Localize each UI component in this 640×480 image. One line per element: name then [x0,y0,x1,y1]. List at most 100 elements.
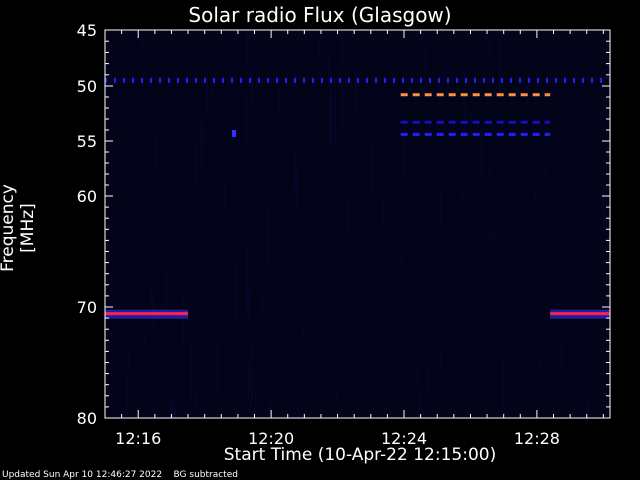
noise-streak [235,264,236,320]
noise-streak [144,334,145,348]
noise-streak [582,120,583,126]
noise-streak [166,271,167,311]
noise-streak [201,122,202,167]
noise-streak [588,400,589,418]
noise-streak [191,345,192,404]
noise-streak [533,147,534,157]
noise-streak [128,349,129,372]
noise-streak [255,394,256,418]
noise-streak [501,157,502,220]
noise-streak [578,281,579,302]
noise-streak [544,166,545,174]
noise-streak [174,397,175,418]
x-axis-label: Start Time (10-Apr-22 12:15:00) [0,445,640,465]
noise-streak [470,114,471,141]
noise-streak [357,180,358,229]
y-tick-label: 55 [77,132,97,151]
noise-streak [335,78,336,140]
noise-streak [372,139,373,191]
noise-streak [206,86,207,101]
noise-streak [418,183,419,241]
noise-streak [417,362,418,387]
noise-streak [303,328,304,342]
noise-streak [351,83,352,90]
noise-streak [251,68,252,84]
y-axis-label: Frequency [MHz] [0,168,38,288]
noise-streak [293,391,294,418]
noise-streak [287,382,288,387]
noise-streak [488,167,489,178]
noise-streak [409,333,410,341]
noise-streak [183,296,184,349]
noise-streak [146,414,147,418]
noise-streak [401,253,402,268]
noise-streak [196,393,197,413]
noise-streak [262,294,263,311]
noise-streak [171,391,172,418]
noise-streak [319,36,320,63]
noise-streak [248,286,249,323]
noise-streak [397,202,398,225]
noise-streak [247,250,248,314]
noise-streak [440,350,441,370]
noise-streak [546,129,547,191]
noise-streak [213,155,214,209]
noise-streak [251,83,252,110]
noise-streak [240,392,241,397]
y-tick-label: 45 [77,21,97,40]
noise-streak [251,345,252,405]
noise-streak [536,388,537,397]
noise-streak [285,305,286,323]
noise-streak [299,367,300,402]
noise-streak [196,139,197,182]
noise-streak [269,158,270,198]
noise-streak [381,289,382,335]
noise-streak [540,357,541,370]
noise-streak [489,36,490,57]
noise-streak [427,369,428,391]
noise-streak [503,362,504,408]
noise-streak [329,125,330,166]
noise-streak [547,108,548,118]
noise-streak [203,117,204,149]
noise-streak [295,147,296,188]
noise-streak [224,184,225,208]
blip-mark [232,130,236,137]
noise-streak [349,150,350,175]
noise-streak [403,284,404,295]
noise-streak [245,157,246,203]
noise-streak [155,135,156,169]
noise-streak [341,71,342,132]
noise-streak [108,145,109,208]
noise-streak [229,34,230,98]
noise-streak [600,112,601,120]
noise-streak [514,139,515,203]
footer-status: Updated Sun Apr 10 12:46:27 2022 BG subt… [2,470,238,480]
noise-streak [369,110,370,136]
noise-streak [246,96,247,151]
noise-streak [404,118,405,182]
noise-streak [229,308,230,356]
noise-streak [119,288,120,310]
noise-streak [440,186,441,223]
noise-streak [424,41,425,91]
noise-streak [494,227,495,245]
noise-streak [342,32,343,69]
noise-streak [603,194,604,233]
y-tick-label: 60 [77,187,97,206]
noise-streak [250,259,251,291]
noise-streak [127,373,128,418]
noise-streak [535,193,536,205]
noise-streak [421,241,422,295]
noise-streak [348,200,349,232]
noise-streak [561,345,562,369]
noise-streak [142,36,143,55]
noise-streak [355,66,356,112]
noise-streak [211,88,212,97]
noise-streak [256,42,257,89]
noise-streak [279,86,280,115]
noise-streak [357,261,358,281]
noise-streak [248,362,249,400]
